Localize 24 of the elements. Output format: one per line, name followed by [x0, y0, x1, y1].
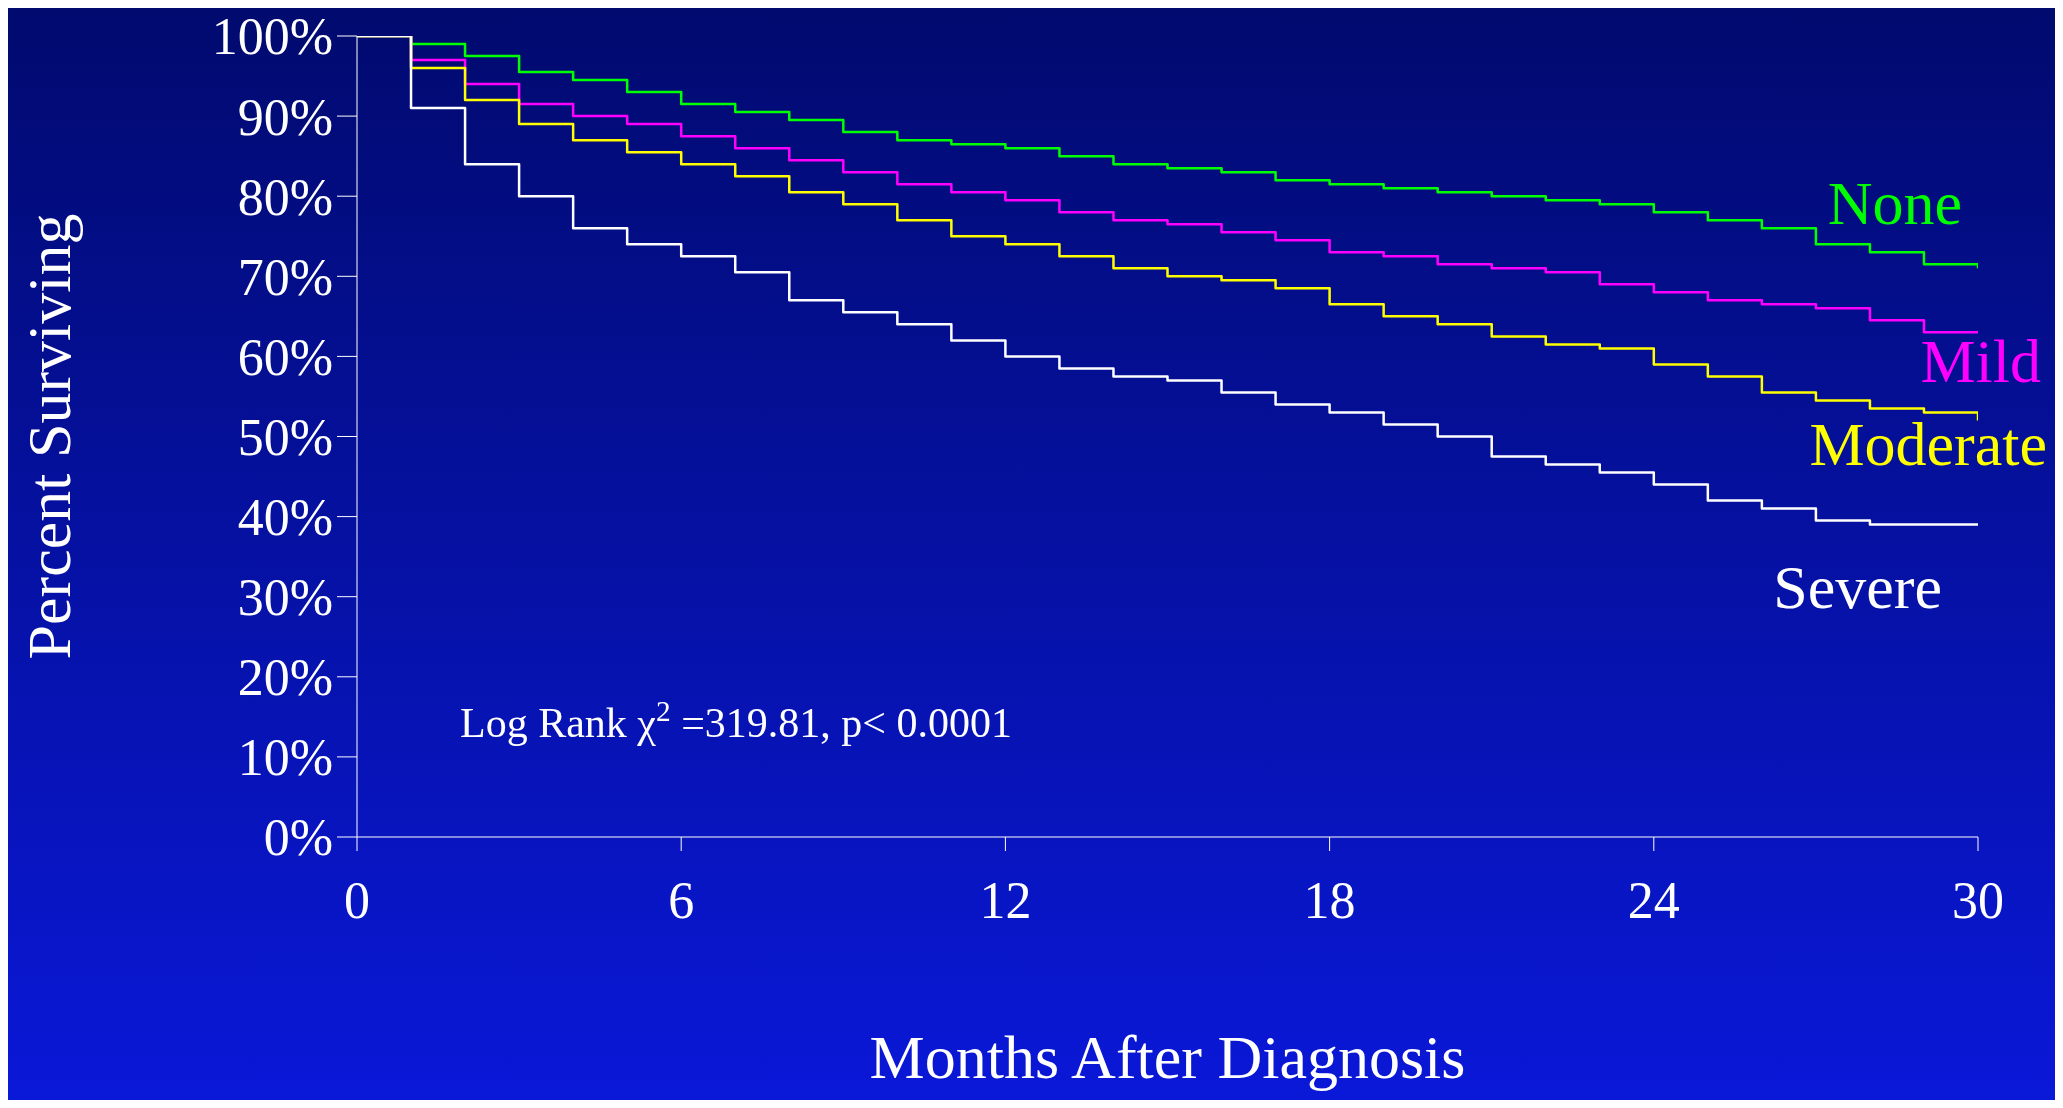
y-tick-label: 80%	[237, 168, 333, 226]
x-tick-label: 6	[668, 871, 695, 929]
series-label: Moderate	[1809, 410, 2047, 479]
series-label: Severe	[1773, 552, 1942, 621]
y-tick-label: 30%	[237, 569, 333, 627]
y-tick-label: 0%	[263, 809, 333, 867]
x-tick-label: 24	[1627, 871, 1680, 929]
y-axis-title: Percent Surviving	[15, 213, 83, 660]
y-tick-label: 50%	[237, 408, 333, 466]
series-label: None	[1827, 169, 1962, 238]
x-tick-label: 12	[979, 871, 1032, 929]
x-tick-label: 18	[1303, 871, 1356, 929]
y-tick-label: 20%	[237, 649, 333, 707]
y-tick-label: 10%	[237, 729, 333, 787]
annotation: Log Rank χ$^{2}$ =319.81, p< 0.0001	[460, 695, 1013, 746]
y-tick-label: 100%	[211, 8, 333, 66]
x-axis-title: Months After Diagnosis	[869, 1023, 1466, 1091]
x-tick-label: 30	[1952, 871, 2004, 929]
y-tick-label: 70%	[237, 248, 333, 306]
y-tick-label: 60%	[237, 328, 333, 386]
y-tick-label: 90%	[237, 88, 333, 146]
y-tick-label: 40%	[237, 489, 333, 547]
x-tick-label: 0	[344, 871, 370, 929]
series-label: Mild	[1920, 327, 2041, 396]
